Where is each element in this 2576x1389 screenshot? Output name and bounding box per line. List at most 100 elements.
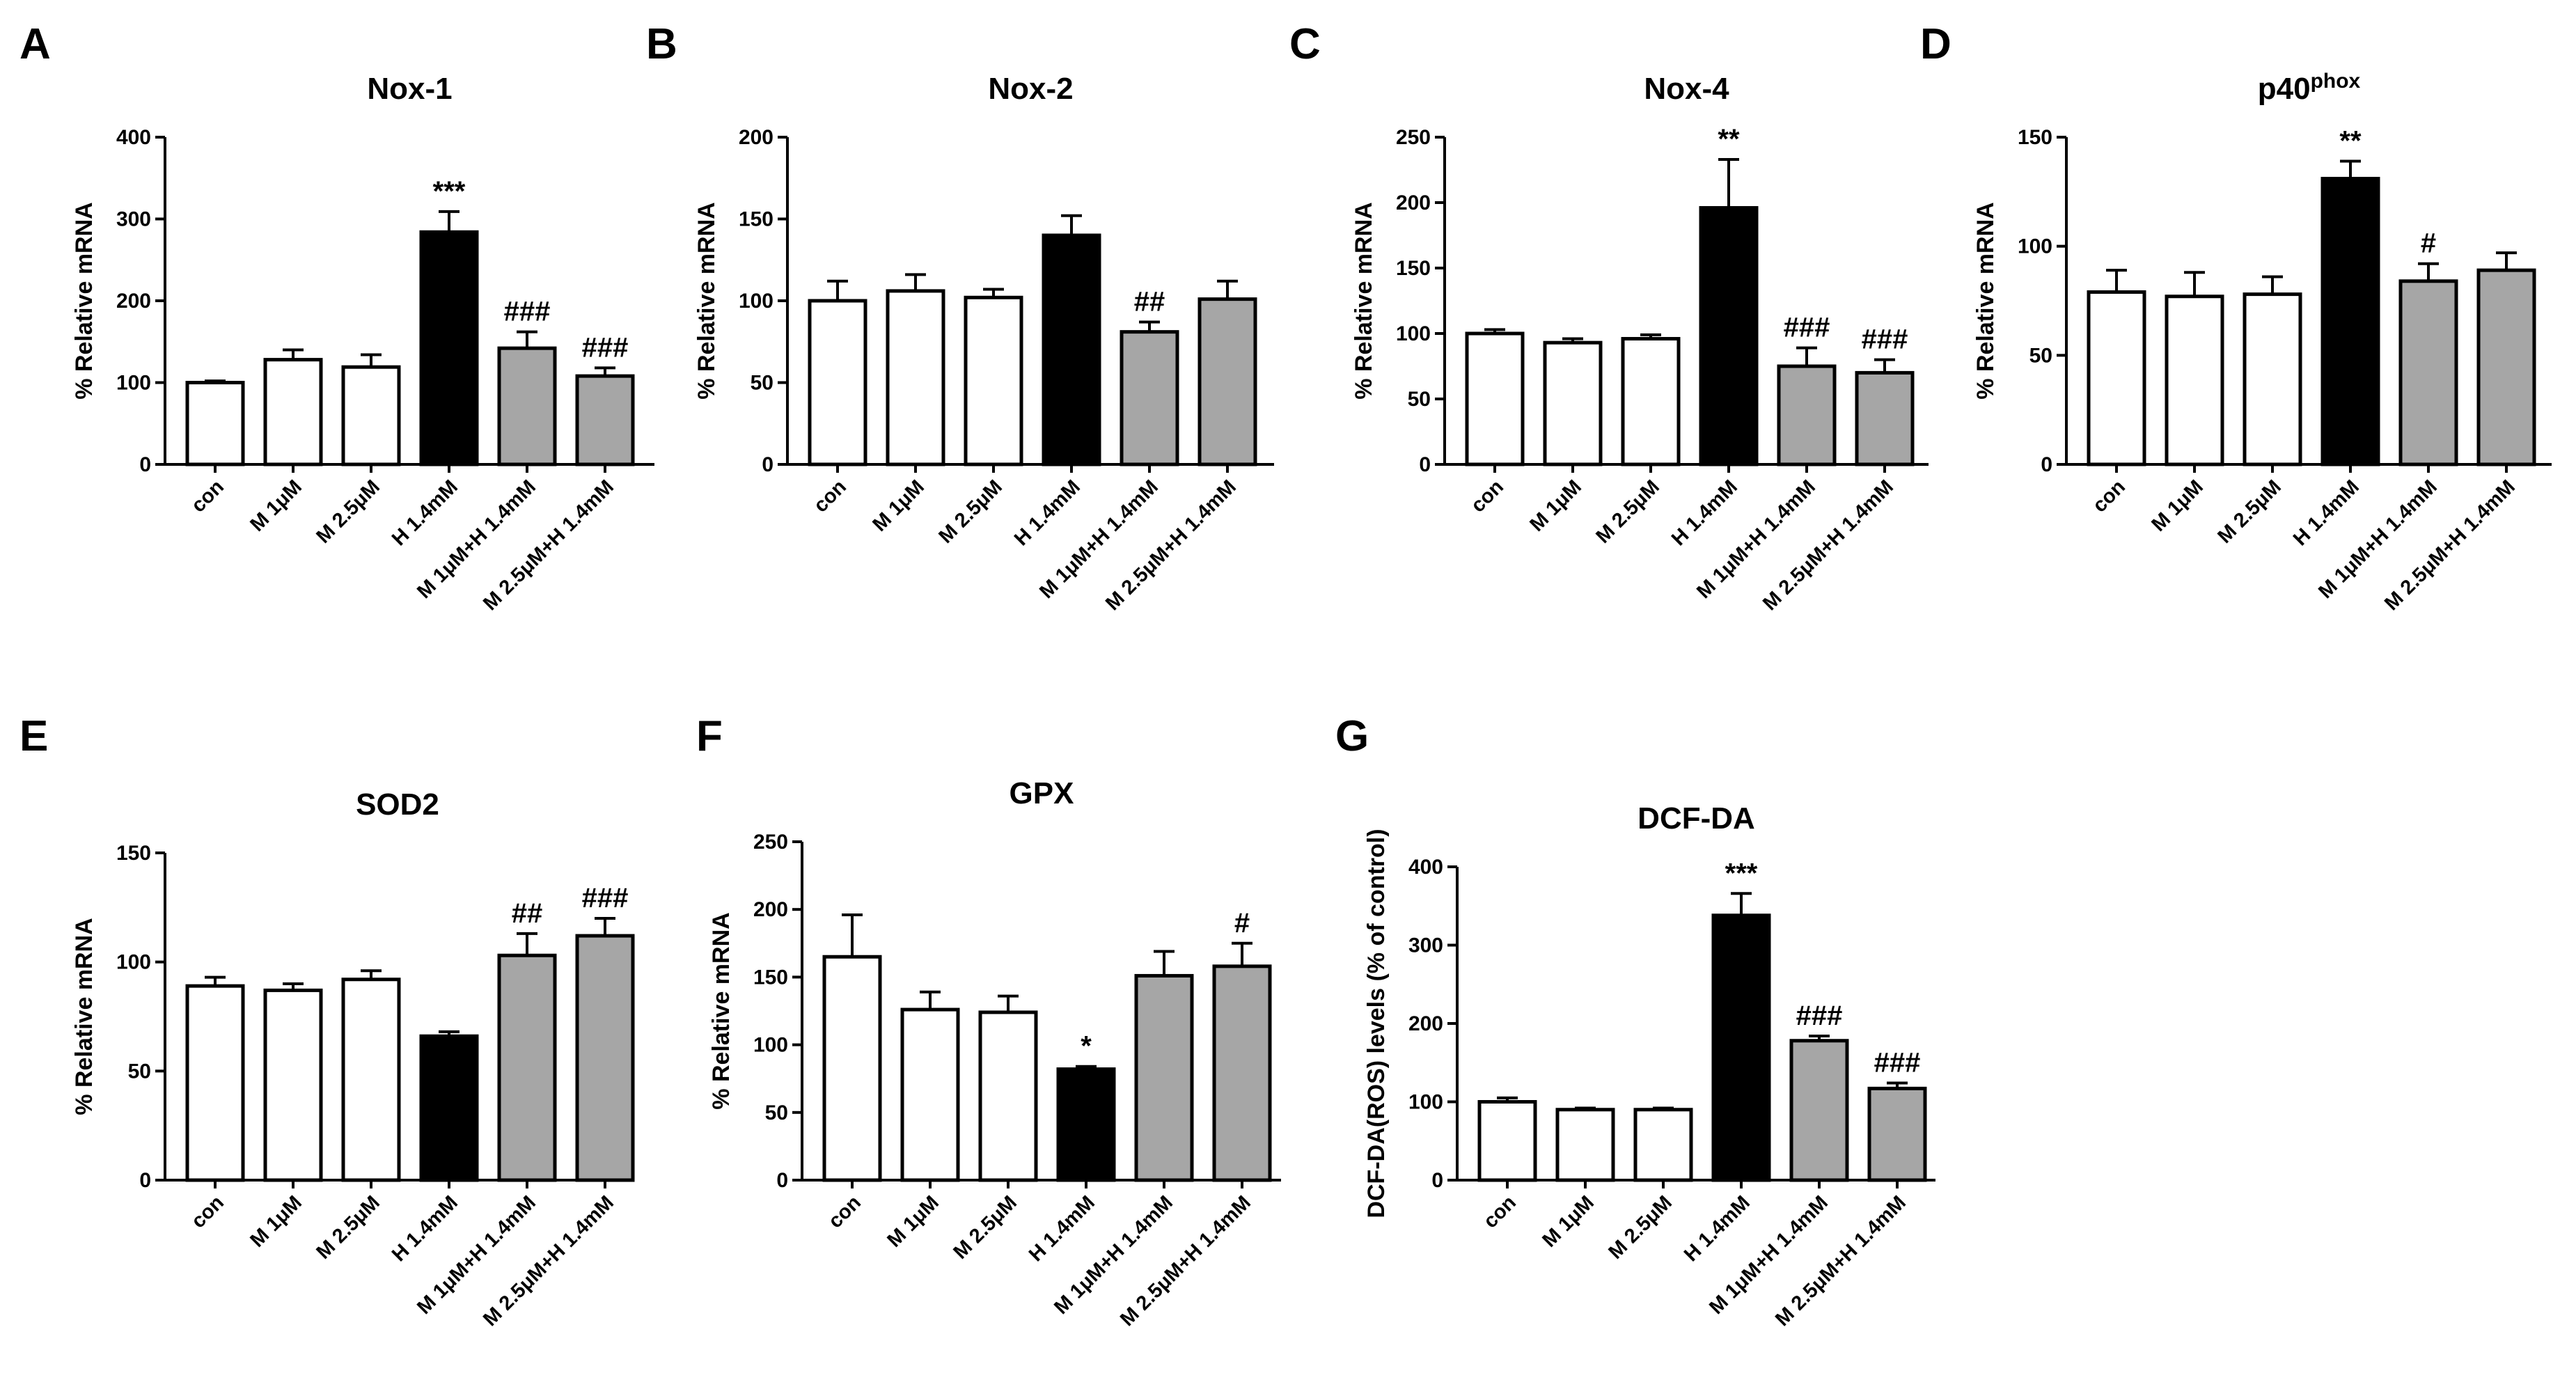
bar [822, 955, 882, 1182]
bar [1711, 913, 1771, 1182]
bar [185, 984, 245, 1182]
chart-title-text: Nox-1 [367, 72, 452, 106]
x-tick-label: con [824, 1191, 865, 1232]
x-tick-label: H 1.4mM [2289, 476, 2364, 550]
bar [1777, 364, 1837, 466]
y-tick-label: 100 [2018, 235, 2052, 258]
x-tick-label: M 2.5μM [1604, 1191, 1676, 1264]
y-tick-label: 100 [116, 372, 151, 395]
panel-letter: F [696, 712, 723, 760]
y-axis-label: % Relative mRNA [693, 202, 720, 399]
x-tick-label: M 2.5μM+H 1.4mM [1116, 1191, 1255, 1331]
x-tick-label: M 1μM [869, 476, 929, 535]
chart-title-superscript: phox [2311, 70, 2361, 93]
significance-annotation: ### [582, 332, 629, 363]
x-tick-label: M 2.5μM+H 1.4mM [479, 1191, 618, 1331]
y-tick-label: 300 [116, 208, 151, 231]
x-tick-label: M 1μM [2148, 476, 2208, 535]
x-tick-label: M 2.5μM [312, 476, 384, 548]
x-tick-label: con [1479, 1191, 1521, 1232]
x-tick-label: H 1.4mM [1667, 476, 1742, 550]
significance-annotation: * [1081, 1031, 1092, 1062]
y-tick-label: 150 [2018, 126, 2052, 149]
bar [185, 381, 245, 466]
y-tick-label: 150 [739, 208, 773, 231]
significance-annotation: ### [1784, 313, 1830, 343]
chart-title: Nox-1 [367, 72, 452, 106]
bar [1465, 331, 1525, 466]
bar [808, 299, 867, 466]
significance-annotation: *** [433, 176, 466, 207]
x-tick-label: M 2.5μM [934, 476, 1007, 548]
panel-letter: A [19, 20, 51, 68]
x-tick-label: M 2.5μM+H 1.4mM [479, 476, 618, 615]
y-axis-label: % Relative mRNA [71, 918, 97, 1115]
chart-panel-b: B Nox-2 0 50 100 150 200 % Relative mRNA con M 1μ… [646, 20, 1274, 615]
bar [2320, 177, 2380, 466]
bar [1134, 973, 1194, 1182]
chart-title: p40phox [2258, 70, 2361, 106]
chart-panel-a: A Nox-1 0 100 200 300 400 % Relative mRNA con M 1… [19, 20, 654, 615]
x-tick-label: con [810, 476, 851, 517]
y-tick-label: 0 [2041, 453, 2052, 476]
bar [497, 953, 557, 1182]
bar [900, 1007, 960, 1182]
bar [1543, 340, 1603, 466]
y-tick-label: 400 [1408, 856, 1443, 879]
bar [263, 988, 323, 1182]
chart-title-text: Nox-4 [1644, 72, 1729, 106]
x-tick-label: M 2.5μM [2213, 476, 2286, 548]
chart-title-text: SOD2 [356, 787, 439, 822]
bar [1056, 1067, 1116, 1182]
bar [2087, 290, 2146, 466]
significance-annotation: # [2421, 228, 2436, 259]
y-tick-label: 150 [753, 966, 788, 989]
x-tick-label: M 2.5μM+H 1.4mM [1771, 1191, 1910, 1331]
panel-letter: D [1920, 20, 1951, 68]
y-tick-label: 150 [1396, 257, 1431, 280]
x-tick-label: M 2.5μM [312, 1191, 384, 1264]
panel-letter: E [19, 712, 48, 760]
y-tick-label: 250 [1396, 126, 1431, 149]
y-axis-label: % Relative mRNA [708, 912, 735, 1109]
y-tick-label: 200 [116, 290, 151, 313]
y-tick-label: 100 [753, 1034, 788, 1057]
bar [886, 289, 945, 466]
y-axis-label: % Relative mRNA [71, 202, 97, 399]
significance-annotation: # [1234, 908, 1250, 939]
x-tick-label: H 1.4mM [1010, 476, 1085, 550]
bar [1855, 370, 1915, 466]
y-tick-label: 200 [739, 126, 773, 149]
chart-title: Nox-2 [988, 72, 1073, 106]
y-axis-label: DCF-DA(ROS) levels (% of control) [1363, 829, 1390, 1218]
bar [2243, 292, 2302, 466]
y-tick-label: 0 [776, 1169, 788, 1192]
bar [419, 230, 479, 466]
y-tick-label: 50 [751, 372, 773, 395]
y-tick-label: 250 [753, 831, 788, 854]
bar [2398, 279, 2458, 466]
chart-title: GPX [1010, 776, 1074, 810]
y-tick-label: 200 [1396, 191, 1431, 214]
x-tick-label: M 1μM [246, 1191, 306, 1251]
chart-panel-g: G DCF-DA 0 100 200 300 400 DCF-DA(ROS) levels (… [1335, 712, 1935, 1331]
y-tick-label: 50 [1408, 388, 1431, 411]
chart-title: DCF-DA [1638, 801, 1755, 835]
bar [497, 346, 557, 466]
significance-annotation: ### [504, 297, 551, 327]
bar [1555, 1108, 1615, 1182]
y-tick-label: 50 [765, 1101, 788, 1124]
x-tick-label: con [187, 476, 228, 517]
y-tick-label: 0 [139, 453, 151, 476]
significance-annotation: ### [582, 883, 629, 913]
x-tick-label: H 1.4mM [1680, 1191, 1754, 1266]
significance-annotation: ### [1796, 1000, 1843, 1031]
y-tick-label: 50 [128, 1060, 151, 1083]
y-tick-label: 0 [1419, 453, 1431, 476]
significance-annotation: ### [1874, 1048, 1921, 1078]
y-tick-label: 300 [1408, 934, 1443, 957]
bar [575, 934, 635, 1182]
chart-title-text: Nox-2 [988, 72, 1073, 106]
bar [1212, 964, 1272, 1182]
